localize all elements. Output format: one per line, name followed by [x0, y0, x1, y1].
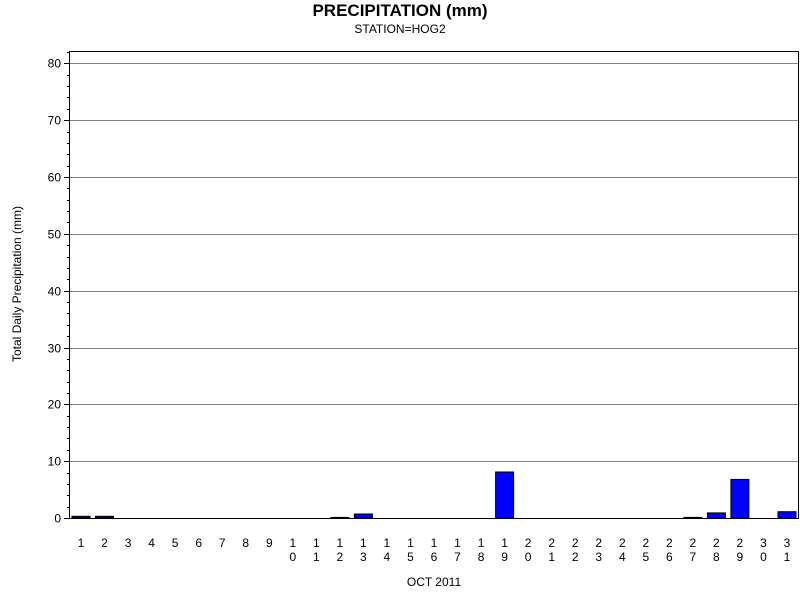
x-tick-label: 3 [125, 536, 132, 550]
bar-day-29 [730, 478, 750, 519]
x-tick-label: 8 [242, 536, 249, 550]
chart-title: PRECIPITATION (mm) [312, 1, 488, 20]
x-tick-label: 9 [266, 536, 273, 550]
plot-frame [69, 51, 799, 519]
y-axis: 0 10 20 30 40 50 60 70 80 [48, 52, 70, 526]
bar-day-1 [71, 515, 91, 519]
y-axis-label: Total Daily Precipitation (mm) [10, 206, 24, 362]
x-tick-label: 2 [101, 536, 108, 550]
gridlines [70, 63, 798, 462]
chart-subtitle: STATION=HOG2 [354, 22, 446, 36]
y-tick-label: 50 [48, 228, 62, 242]
bars [71, 471, 797, 519]
x-tick-label: 5 [172, 536, 179, 550]
bar-day-27 [683, 516, 703, 519]
y-tick-label: 60 [48, 171, 62, 185]
y-tick-label: 0 [54, 512, 61, 526]
bar-day-19 [495, 471, 515, 519]
bar-day-31 [777, 511, 797, 519]
y-tick-label: 80 [48, 57, 62, 71]
x-tick-label: 1 [78, 536, 85, 550]
y-tick-label: 40 [48, 285, 62, 299]
bar-day-13 [353, 513, 373, 519]
x-tick-label: 6 [195, 536, 202, 550]
x-axis-label: OCT 2011 [407, 575, 462, 589]
x-tick-label: 7 [219, 536, 226, 550]
y-tick-label: 10 [48, 455, 62, 469]
y-tick-label: 20 [48, 398, 62, 412]
x-tick-label: 4 [148, 536, 155, 550]
bar-day-2 [95, 515, 114, 519]
bar-day-12 [330, 516, 350, 519]
y-tick-label: 70 [48, 114, 62, 128]
y-tick-label: 30 [48, 342, 62, 356]
x-axis: 1 2 3 4 5 6 7 8 9 1 01 11 21 31 41 51 61 71 81 92 02 12 22 32 42… [78, 536, 791, 564]
bar-day-28 [706, 512, 726, 519]
